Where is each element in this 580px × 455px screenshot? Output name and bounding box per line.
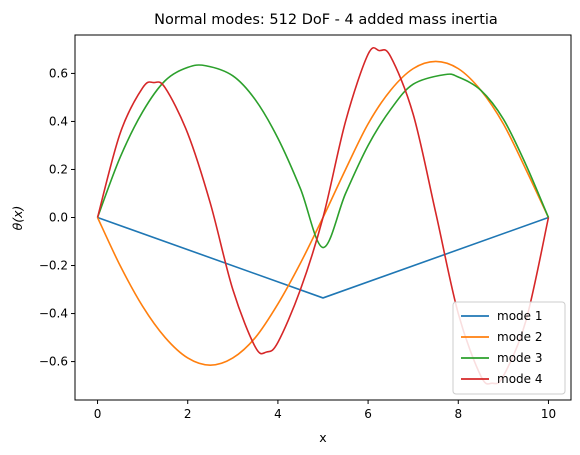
y-axis-label: θ(x): [10, 206, 25, 231]
y-tick-label: −0.6: [39, 355, 68, 369]
x-tick-label: 10: [541, 407, 556, 421]
y-tick-label: −0.4: [39, 307, 68, 321]
legend-label-mode-2: mode 2: [497, 330, 542, 344]
x-tick-label: 8: [454, 407, 462, 421]
x-tick-label: 0: [94, 407, 102, 421]
y-tick-label: 0.0: [49, 211, 68, 225]
x-axis-ticks: 0 2 4 6 8 10: [94, 400, 556, 421]
x-tick-label: 6: [364, 407, 372, 421]
legend-label-mode-1: mode 1: [497, 309, 542, 323]
x-tick-label: 4: [274, 407, 282, 421]
x-axis-label: x: [319, 430, 326, 445]
y-tick-label: 0.2: [49, 162, 68, 176]
legend-label-mode-4: mode 4: [497, 372, 542, 386]
y-tick-label: 0.4: [49, 114, 68, 128]
legend: mode 1 mode 2 mode 3 mode 4: [453, 302, 565, 394]
y-axis-ticks: −0.6 −0.4 −0.2 0.0 0.2 0.4 0.6: [39, 66, 75, 368]
series-line-mode-1: [98, 218, 549, 298]
legend-label-mode-3: mode 3: [497, 351, 542, 365]
chart-title: Normal modes: 512 DoF - 4 added mass ine…: [154, 12, 498, 28]
x-tick-label: 2: [184, 407, 192, 421]
y-tick-label: −0.2: [39, 259, 68, 273]
y-tick-label: 0.6: [49, 66, 68, 80]
